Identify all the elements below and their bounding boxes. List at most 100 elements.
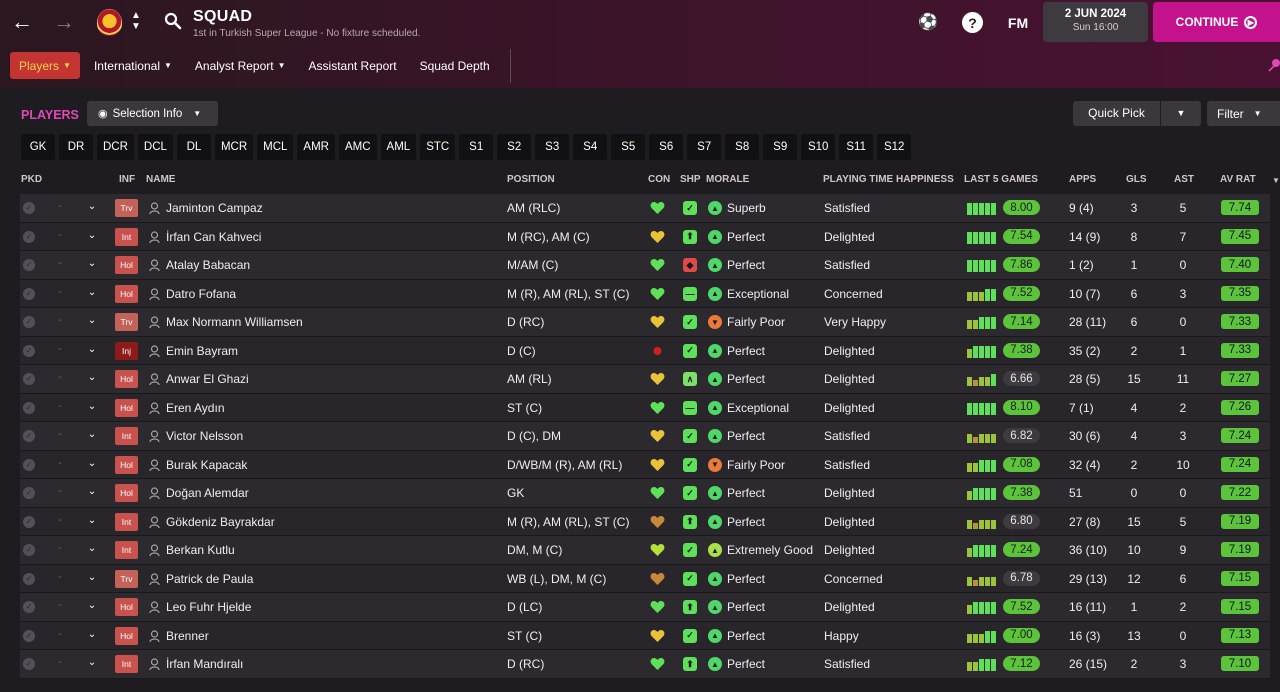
info-badge[interactable]: Int	[115, 541, 138, 559]
position-chip-s2[interactable]: S2	[497, 134, 532, 160]
ball-icon[interactable]: ⚽	[918, 14, 938, 31]
info-badge[interactable]: Trv	[115, 199, 138, 217]
expand-chevron-icon[interactable]: ⌄	[87, 514, 97, 526]
player-name[interactable]: İrfan Can Kahveci	[166, 229, 262, 244]
expand-chevron-icon[interactable]: ⌄	[87, 457, 97, 469]
pick-checkbox-icon[interactable]: ✓	[23, 259, 35, 271]
subnav-analyst-report[interactable]: Analyst Report ▼	[186, 52, 295, 79]
position-chip-stc[interactable]: STC	[420, 134, 456, 160]
table-row[interactable]: ✓ - ⌄ Trv Max Normann Williamsen D (RC) ✓ ▼ Fair…	[20, 308, 1280, 337]
position-chip-s11[interactable]: S11	[839, 134, 874, 160]
col-last5[interactable]: LAST 5 GAMES	[964, 174, 1038, 185]
table-row[interactable]: ✓ - ⌄ Hol Burak Kapacak D/WB/M (R), AM (RL) ✓ ▼…	[20, 450, 1280, 479]
table-row[interactable]: ✓ - ⌄ Hol Anwar El Ghazi AM (RL) ∧ ▲ Perfect Deli…	[20, 365, 1280, 394]
subnav-players[interactable]: Players ▼	[10, 52, 80, 79]
expand-chevron-icon[interactable]: ⌄	[87, 600, 97, 611]
expand-chevron-icon[interactable]: ⌄	[87, 258, 97, 269]
table-row[interactable]: ✓ - ⌄ Hol Atalay Babacan M/AM (C) ◆ ▲ Perfect Sat…	[20, 251, 1280, 280]
col-pkd[interactable]: PKD	[21, 174, 43, 185]
col-shp[interactable]: SHP	[680, 174, 701, 185]
position-chip-s12[interactable]: S12	[877, 134, 912, 160]
expand-chevron-icon[interactable]: ⌄	[87, 429, 97, 440]
help-icon[interactable]: ?	[962, 12, 983, 33]
info-badge[interactable]: Int	[115, 512, 138, 531]
info-badge[interactable]: Hol	[115, 398, 138, 417]
search-icon[interactable]	[164, 12, 182, 30]
pick-checkbox-icon[interactable]: ✓	[23, 458, 35, 471]
pick-checkbox-icon[interactable]: ✓	[23, 601, 35, 613]
pick-checkbox-icon[interactable]: ✓	[23, 487, 35, 499]
info-badge[interactable]: Hol	[115, 284, 138, 303]
col-gls[interactable]: GLS	[1126, 174, 1147, 185]
expand-chevron-icon[interactable]: ⌄	[87, 286, 97, 298]
quick-pick-dropdown-icon[interactable]: ▼	[1161, 101, 1201, 126]
subnav-assistant-report[interactable]: Assistant Report	[300, 52, 406, 79]
pick-checkbox-icon[interactable]: ✓	[23, 373, 35, 385]
position-chip-s4[interactable]: S4	[573, 134, 608, 160]
subnav-international[interactable]: International ▼	[85, 52, 181, 79]
player-name[interactable]: Eren Aydın	[166, 400, 225, 415]
position-chip-gk[interactable]: GK	[21, 134, 55, 160]
pick-checkbox-icon[interactable]: ✓	[23, 430, 35, 442]
scrollbar[interactable]	[1270, 194, 1280, 692]
selection-info-button[interactable]: ◉ Selection Info ▼	[87, 101, 218, 126]
forward-arrow-icon[interactable]: →	[53, 9, 75, 34]
col-morale[interactable]: MORALE	[706, 174, 750, 185]
pick-checkbox-icon[interactable]: ✓	[23, 344, 35, 357]
info-badge[interactable]: Hol	[115, 484, 138, 502]
pick-checkbox-icon[interactable]: ✓	[23, 629, 35, 642]
pick-checkbox-icon[interactable]: ✓	[23, 202, 35, 214]
player-name[interactable]: Victor Nelsson	[166, 429, 244, 443]
position-chip-s7[interactable]: S7	[687, 134, 722, 160]
player-name[interactable]: Berkan Kutlu	[166, 543, 235, 557]
player-name[interactable]: Emin Bayram	[166, 343, 239, 358]
table-row[interactable]: ✓ - ⌄ Trv Patrick de Paula WB (L), DM, M (C) ✓…	[20, 564, 1280, 593]
game-date[interactable]: 2 JUN 2024 Sun 16:00	[1043, 2, 1148, 42]
expand-chevron-icon[interactable]: ⌄	[87, 486, 97, 497]
pick-checkbox-icon[interactable]: ✓	[23, 658, 35, 670]
table-row[interactable]: ✓ - ⌄ Hol Leo Fuhr Hjelde D (LC) ⬆ ▲ Perfect Deli…	[20, 593, 1280, 622]
col-position[interactable]: POSITION	[507, 174, 555, 185]
player-name[interactable]: Datro Fofana	[166, 286, 237, 301]
info-badge[interactable]: Int	[115, 655, 138, 673]
col-con[interactable]: CON	[648, 174, 671, 185]
pick-checkbox-icon[interactable]: ✓	[23, 230, 35, 243]
subnav-squad-depth[interactable]: Squad Depth	[411, 52, 499, 79]
table-row[interactable]: ✓ - ⌄ Int Berkan Kutlu DM, M (C) ✓ ▲ Extremely G…	[20, 536, 1280, 565]
info-badge[interactable]: Int	[115, 427, 138, 445]
table-row[interactable]: ✓ - ⌄ Hol Doğan Alemdar GK ✓ ▲ Perfect Delighted 7…	[20, 479, 1280, 508]
pin-icon[interactable]	[1268, 58, 1280, 72]
club-badge-icon[interactable]	[97, 9, 122, 36]
pick-checkbox-icon[interactable]: ✓	[23, 572, 35, 585]
player-name[interactable]: Gökdeniz Bayrakdar	[166, 514, 275, 529]
expand-chevron-icon[interactable]: ⌄	[87, 343, 97, 355]
col-avrat[interactable]: AV RAT	[1220, 174, 1256, 185]
expand-chevron-icon[interactable]: ⌄	[87, 657, 97, 668]
expand-chevron-icon[interactable]: ⌄	[87, 543, 97, 554]
table-row[interactable]: ✓ - ⌄ Int Gökdeniz Bayrakdar M (R), AM (RL), …	[20, 507, 1280, 536]
expand-chevron-icon[interactable]: ⌄	[87, 571, 97, 583]
position-chip-s6[interactable]: S6	[649, 134, 684, 160]
col-name[interactable]: NAME	[146, 174, 176, 185]
player-name[interactable]: Atalay Babacan	[166, 258, 251, 272]
info-badge[interactable]: Int	[115, 227, 138, 246]
continue-button[interactable]: CONTINUE ▶	[1153, 2, 1280, 42]
player-name[interactable]: Patrick de Paula	[166, 571, 254, 586]
position-chip-amr[interactable]: AMR	[297, 134, 335, 160]
quick-pick-button[interactable]: Quick Pick	[1073, 101, 1160, 126]
position-chip-amc[interactable]: AMC	[338, 134, 377, 160]
position-chip-s10[interactable]: S10	[801, 134, 836, 160]
position-chip-s9[interactable]: S9	[763, 134, 798, 160]
table-row[interactable]: ✓ - ⌄ Int İrfan Can Kahveci M (RC), AM (C) ⬆ ▲ P…	[20, 222, 1280, 251]
position-chip-s5[interactable]: S5	[611, 134, 646, 160]
position-chip-s1[interactable]: S1	[459, 134, 494, 160]
pick-checkbox-icon[interactable]: ✓	[23, 316, 35, 328]
position-chip-dl[interactable]: DL	[176, 134, 211, 160]
position-chip-dr[interactable]: DR	[59, 134, 93, 160]
info-badge[interactable]: Hol	[115, 370, 138, 388]
player-name[interactable]: Jaminton Campaz	[166, 201, 263, 215]
table-row[interactable]: ✓ - ⌄ Hol Eren Aydın ST (C) — ▲ Exceptional Delig…	[20, 393, 1280, 422]
position-chip-s3[interactable]: S3	[535, 134, 570, 160]
pick-checkbox-icon[interactable]: ✓	[23, 515, 35, 528]
table-row[interactable]: ✓ - ⌄ Trv Jaminton Campaz AM (RLC) ✓ ▲ Superb Sat…	[20, 194, 1280, 223]
